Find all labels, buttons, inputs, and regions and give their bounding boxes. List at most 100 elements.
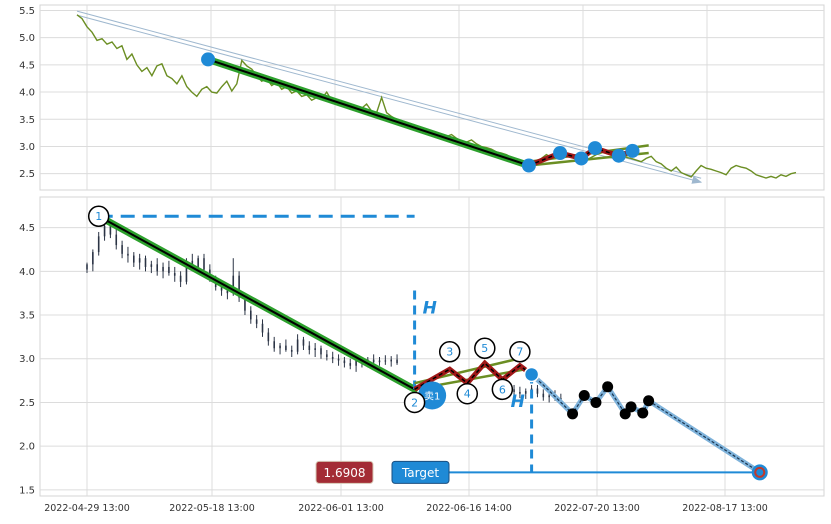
overview-pivot-point <box>588 141 603 156</box>
candle-body <box>524 391 527 394</box>
target-badge <box>391 460 450 484</box>
wave-label-text: 4 <box>464 388 471 401</box>
detail-ytick-label: 2.0 <box>19 442 35 453</box>
candle-body <box>86 264 88 270</box>
detail-xtick-label: 2022-05-18 13:00 <box>169 503 255 514</box>
candle-body <box>109 225 112 235</box>
candle-body <box>337 358 340 361</box>
overview-pivot-point <box>521 158 536 173</box>
breakout-point <box>523 366 540 383</box>
detail-ytick-label: 2.5 <box>19 398 35 409</box>
overview-ytick-label: 5.5 <box>19 6 35 17</box>
candle-body <box>103 225 106 237</box>
candle-body <box>290 349 293 352</box>
overview-ytick-label: 2.5 <box>19 169 35 180</box>
overview-panel: 5.5 5.0 4.5 4.0 3.5 3.0 2.5 <box>19 4 825 191</box>
candle-body <box>302 339 305 346</box>
candle-body <box>320 348 322 355</box>
candle-body <box>173 273 176 276</box>
overview-trend-core <box>207 58 530 167</box>
overview-ytick-label: 3.0 <box>19 142 35 153</box>
detail-xtick-label: 2022-04-29 13:00 <box>44 503 130 514</box>
height-label: H <box>511 392 525 412</box>
candle-body <box>168 266 170 274</box>
wave-label-circle <box>403 391 426 414</box>
candle-body <box>138 258 141 263</box>
detail-ytick-label: 3.0 <box>19 354 35 365</box>
candle-body <box>384 360 387 362</box>
projection-point <box>567 408 579 420</box>
projection-point <box>643 395 655 407</box>
overview-ytick-label: 4.0 <box>19 88 35 99</box>
sell-marker-label: 卖1 <box>424 390 440 402</box>
overview-pivot-point <box>201 52 216 67</box>
height-label: H <box>423 298 437 318</box>
candle-body <box>542 393 545 398</box>
candle-body <box>232 275 235 294</box>
candle-body <box>197 258 199 267</box>
projection-point <box>578 389 590 401</box>
candle-body <box>513 389 515 392</box>
wave-label-circle <box>87 205 110 227</box>
candle-body <box>92 252 94 265</box>
detail-trend-core <box>98 215 416 391</box>
price-badge-text: 1.6908 <box>324 466 366 480</box>
candle-body <box>144 258 147 267</box>
detail-xtick-label: 2022-07-20 13:00 <box>554 503 640 514</box>
wave-label-text: 6 <box>499 383 506 396</box>
detail-ytick-label: 3.5 <box>19 311 35 322</box>
overview-pivot-point <box>553 146 568 160</box>
detail-panel: 2022-04-29 13:00 2022-05-18 13:00 2022-06-… <box>19 196 825 514</box>
candle-body <box>162 266 164 272</box>
wave-label-circle <box>509 340 531 363</box>
target-point-ring <box>754 466 766 478</box>
candle-body <box>390 359 392 362</box>
target-badge-text: Target <box>401 466 439 480</box>
candle-body <box>349 363 352 366</box>
wave-label-text: 5 <box>481 342 488 355</box>
target-point <box>751 464 768 481</box>
candle-body <box>220 287 223 291</box>
wave-label-text: 7 <box>516 346 523 359</box>
candle-body <box>314 348 316 350</box>
overview-pivot-point <box>611 148 626 163</box>
candle-body <box>355 360 357 366</box>
candle-body <box>536 388 539 394</box>
candle-body <box>203 258 205 270</box>
candle-body <box>296 339 299 352</box>
candle-body <box>133 255 135 263</box>
overview-ytick-label: 5.0 <box>19 33 35 44</box>
candle-body <box>185 260 188 282</box>
detail-xtick-label: 2022-08-17 13:00 <box>682 503 768 514</box>
candle-body <box>238 275 240 298</box>
overview-ytick-label: 3.5 <box>19 115 35 126</box>
wave-label-text: 1 <box>95 210 102 223</box>
projection-point <box>637 407 649 419</box>
candle-body <box>127 253 129 256</box>
candle-body <box>156 264 158 272</box>
candle-body <box>396 359 398 364</box>
overview-ytick-label: 4.5 <box>19 60 35 71</box>
price-badge <box>315 460 374 484</box>
candle-body <box>255 319 258 324</box>
candle-body <box>279 345 281 349</box>
candle-body <box>519 391 521 394</box>
candle-body <box>308 345 311 350</box>
candle-body <box>331 356 334 359</box>
detail-xtick-label: 2022-06-01 13:00 <box>298 503 384 514</box>
candle-body <box>244 297 246 311</box>
candle-body <box>150 264 153 267</box>
wave-label-circle <box>438 340 461 363</box>
projection-point <box>602 381 614 393</box>
overview-pivot-point <box>625 143 640 158</box>
candle-body <box>372 359 375 363</box>
candle-body <box>97 236 100 253</box>
candle-body <box>343 360 346 364</box>
detail-ytick-label: 4.0 <box>19 267 35 278</box>
candle-body <box>273 341 275 349</box>
candle-body <box>121 245 123 254</box>
candle-body <box>250 310 252 320</box>
candle-body <box>378 360 381 363</box>
